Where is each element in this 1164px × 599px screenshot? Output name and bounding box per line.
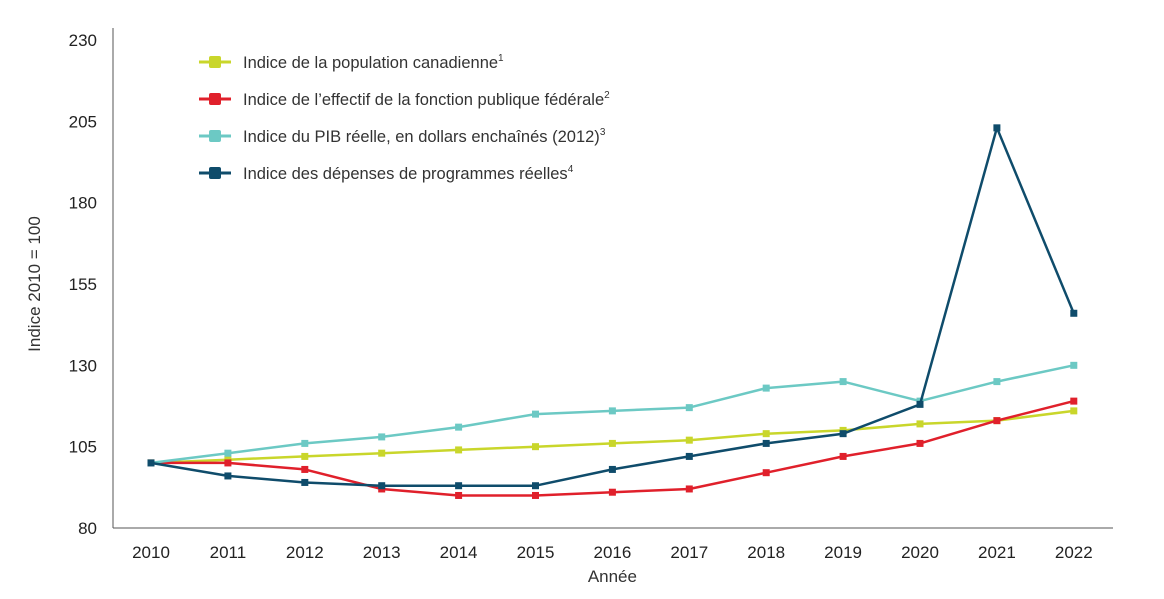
data-point [301, 465, 309, 473]
data-point [1070, 397, 1078, 405]
x-tick-label: 2016 [593, 543, 631, 562]
data-point [378, 482, 386, 490]
data-point [532, 491, 539, 499]
data-point [532, 410, 539, 418]
data-point [378, 449, 386, 457]
data-point [916, 420, 924, 428]
data-point [608, 488, 616, 496]
data-point [301, 439, 309, 447]
x-tick-label: 2021 [978, 543, 1016, 562]
y-tick-label: 205 [69, 112, 97, 131]
x-tick-label: 2012 [286, 543, 324, 562]
data-point [993, 417, 1001, 425]
data-point [224, 472, 232, 480]
data-point [455, 423, 463, 431]
x-axis-title: Année [588, 567, 637, 586]
data-point [685, 452, 693, 460]
x-tick-label: 2018 [747, 543, 785, 562]
data-point [916, 400, 924, 408]
legend-label: Indice du PIB réelle, en dollars enchaîn… [243, 127, 606, 146]
y-tick-label: 230 [69, 31, 97, 50]
data-point [916, 439, 924, 447]
data-point [378, 433, 386, 441]
data-point [839, 430, 847, 438]
data-point [224, 459, 232, 467]
data-point [608, 407, 616, 415]
data-point [455, 446, 463, 454]
legend: Indice de la population canadienne1 Indic… [199, 53, 610, 183]
data-point [1070, 407, 1078, 415]
data-point [762, 384, 770, 392]
y-axis-ticks: 80 105 130 155 180 205 230 [69, 31, 97, 538]
y-axis-title: Indice 2010 = 100 [25, 216, 44, 352]
legend-label: Indice de l’effectif de la fonction publ… [243, 90, 610, 109]
data-point [685, 485, 693, 493]
data-point [1070, 361, 1078, 369]
data-point [455, 491, 463, 499]
y-tick-label: 155 [69, 275, 97, 294]
series-3 [147, 361, 1078, 467]
x-tick-label: 2010 [132, 543, 170, 562]
x-tick-label: 2022 [1055, 543, 1093, 562]
legend-swatch-marker [209, 130, 221, 142]
axes [112, 28, 1113, 529]
x-tick-label: 2011 [210, 543, 247, 562]
series-4 [147, 124, 1078, 490]
data-point [301, 478, 309, 486]
data-point [993, 124, 1001, 132]
data-point [224, 449, 232, 457]
series-layer [147, 124, 1078, 499]
data-point [685, 404, 693, 412]
legend-label: Indice des dépenses de programmes réelle… [243, 164, 574, 183]
legend-item: Indice du PIB réelle, en dollars enchaîn… [199, 127, 606, 146]
data-point [762, 430, 770, 438]
x-axis-ticks: 2010 2011 2012 2013 2014 2015 2016 2017 2018 2019… [132, 543, 1093, 562]
data-point [762, 469, 770, 477]
data-point [839, 378, 847, 386]
x-tick-label: 2013 [363, 543, 401, 562]
legend-label: Indice de la population canadienne1 [243, 53, 504, 72]
data-point [608, 465, 616, 473]
legend-item: Indice de l’effectif de la fonction publ… [199, 90, 610, 109]
x-tick-label: 2017 [670, 543, 708, 562]
data-point [839, 452, 847, 460]
data-point [1070, 309, 1078, 317]
y-tick-label: 180 [69, 194, 97, 213]
legend-item: Indice des dépenses de programmes réelle… [199, 164, 574, 183]
data-point [301, 452, 309, 460]
data-point [762, 439, 770, 447]
legend-item: Indice de la population canadienne1 [199, 53, 504, 72]
data-point [685, 436, 693, 444]
legend-swatch-marker [209, 167, 221, 179]
series-line [150, 409, 1074, 465]
data-point [147, 459, 155, 467]
data-point [455, 482, 463, 490]
x-tick-label: 2014 [440, 543, 478, 562]
x-tick-label: 2015 [517, 543, 555, 562]
y-tick-label: 105 [69, 438, 97, 457]
x-tick-label: 2019 [824, 543, 862, 562]
data-point [532, 482, 539, 490]
legend-swatch-marker [209, 56, 221, 68]
legend-swatch-marker [209, 93, 221, 105]
data-point [532, 443, 539, 451]
data-point [608, 439, 616, 447]
x-tick-label: 2020 [901, 543, 939, 562]
y-tick-label: 130 [69, 356, 97, 375]
data-point [993, 378, 1001, 386]
y-tick-label: 80 [78, 519, 97, 538]
